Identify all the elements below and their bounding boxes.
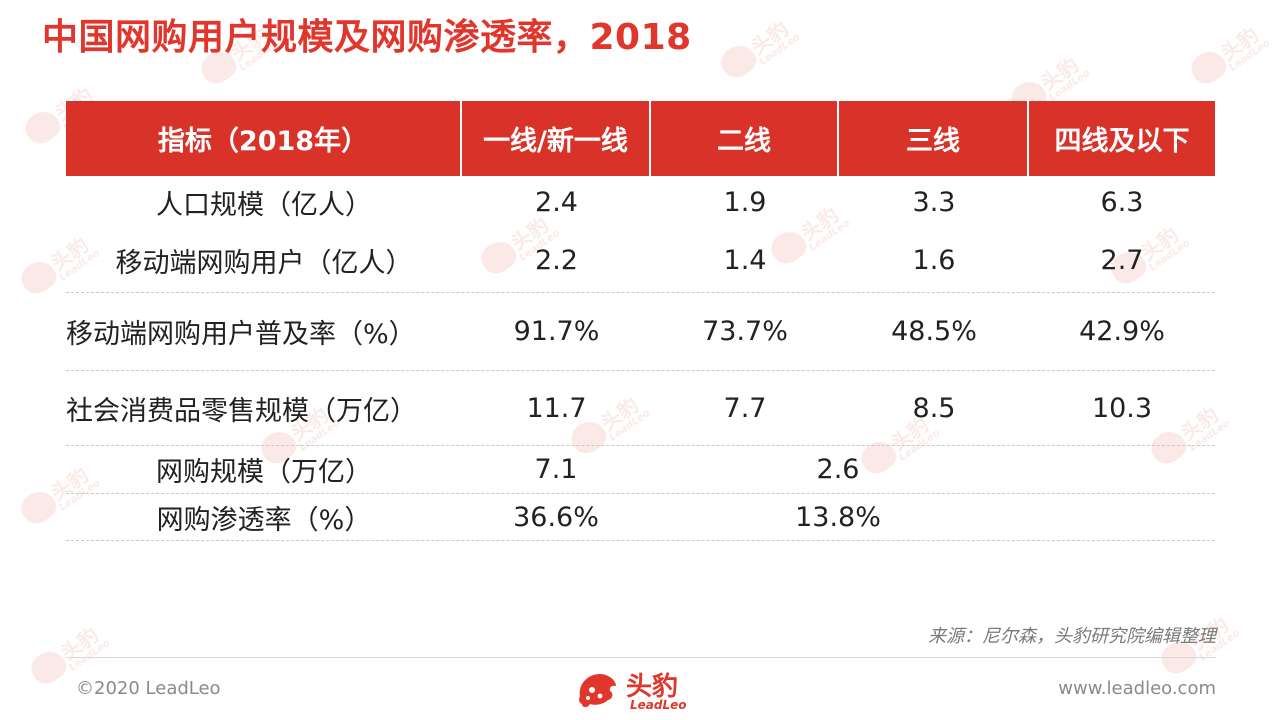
table-cell-merged: 7.1 <box>534 454 578 485</box>
table-row-merged: 网购规模（万亿） 7.1 2.6 <box>66 446 1215 494</box>
row-label: 网购规模（万亿） <box>156 457 372 488</box>
row-label: 人口规模（亿人） <box>156 189 372 221</box>
copyright-text: ©2020 LeadLeo <box>76 678 221 699</box>
header-cell-tier4: 四线及以下 <box>1054 126 1190 157</box>
header-cell-tier1: 一线/新一线 <box>462 101 651 176</box>
logo-cn-text: 头豹 <box>626 672 679 702</box>
table-cell: 11.7 <box>526 392 587 424</box>
source-note: 来源：尼尔森，头豹研究院编辑整理 <box>928 626 1216 647</box>
indicator-table: 指标（2018年） 一线/新一线 二线 三线 四线及以下 人口规模（亿人） 2.… <box>66 101 1215 541</box>
table-row: 移动端网购用户普及率（%） 91.7% 73.7% 48.5% 42.9% <box>66 293 1215 371</box>
row-label: 移动端网购用户普及率（%） <box>66 319 416 350</box>
table-cell: 6.3 <box>1100 186 1144 218</box>
table-header: 指标（2018年） 一线/新一线 二线 三线 四线及以下 <box>66 101 1215 176</box>
table-cell: 10.3 <box>1091 392 1153 424</box>
table-cell: 7.7 <box>723 392 767 424</box>
table-cell: 48.5% <box>891 316 977 347</box>
header-cell-indicator: 指标（2018年） <box>66 101 462 176</box>
leopard-head-icon <box>579 674 616 707</box>
table-cell: 3.3 <box>912 186 956 218</box>
table-cell: 2.7 <box>1100 244 1144 276</box>
table-cell: 2.4 <box>535 186 578 218</box>
table-cell: 8.5 <box>912 392 956 424</box>
header-cell-tier2: 二线 <box>651 101 839 176</box>
table-cell-merged: 13.8% <box>795 501 881 533</box>
website-link[interactable]: www.leadleo.com <box>1058 678 1216 699</box>
table-cell: 1.6 <box>912 244 956 276</box>
logo-en-text: LeadLeo <box>630 698 687 712</box>
table-cell: 2.2 <box>535 244 578 276</box>
table-row: 人口规模（亿人） 2.4 1.9 3.3 6.3 <box>66 176 1215 228</box>
table-row: 社会消费品零售规模（万亿） 11.7 7.7 8.5 10.3 <box>66 371 1215 446</box>
table-cell-merged: 2.6 <box>816 454 860 485</box>
footer-divider <box>66 657 1216 658</box>
table-cell: 1.9 <box>723 186 767 218</box>
table-row: 移动端网购用户（亿人） 2.2 1.4 1.6 2.7 <box>66 228 1215 293</box>
row-label: 网购渗透率（%） <box>156 504 372 536</box>
table-cell: 73.7% <box>702 316 788 347</box>
table-row-merged: 网购渗透率（%） 36.6% 13.8% <box>66 494 1215 541</box>
header-cell-tier3: 三线 <box>839 101 1029 176</box>
page-title: 中国网购用户规模及网购渗透率，2018 <box>42 17 692 58</box>
table-cell: 42.9% <box>1079 316 1165 347</box>
row-label: 社会消费品零售规模（万亿） <box>66 395 417 427</box>
row-label: 移动端网购用户（亿人） <box>115 247 413 279</box>
brand-logo: 头豹 LeadLeo <box>576 664 706 718</box>
table-cell: 91.7% <box>513 316 600 347</box>
table-cell: 1.4 <box>723 244 767 276</box>
table-cell-merged: 36.6% <box>513 501 599 533</box>
